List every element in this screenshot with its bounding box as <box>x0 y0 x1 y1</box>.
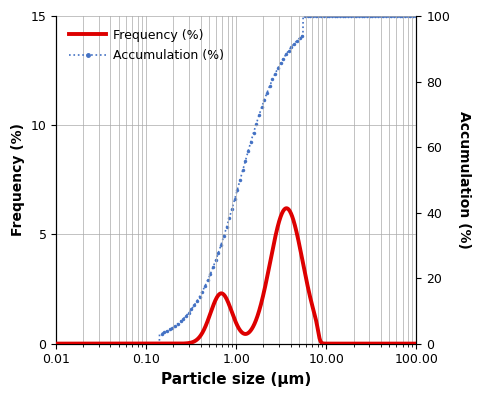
Y-axis label: Frequency (%): Frequency (%) <box>11 123 25 236</box>
X-axis label: Particle size (μm): Particle size (μm) <box>161 372 311 387</box>
Legend: Frequency (%), Accumulation (%): Frequency (%), Accumulation (%) <box>63 22 230 68</box>
Y-axis label: Accumulation (%): Accumulation (%) <box>457 111 471 249</box>
